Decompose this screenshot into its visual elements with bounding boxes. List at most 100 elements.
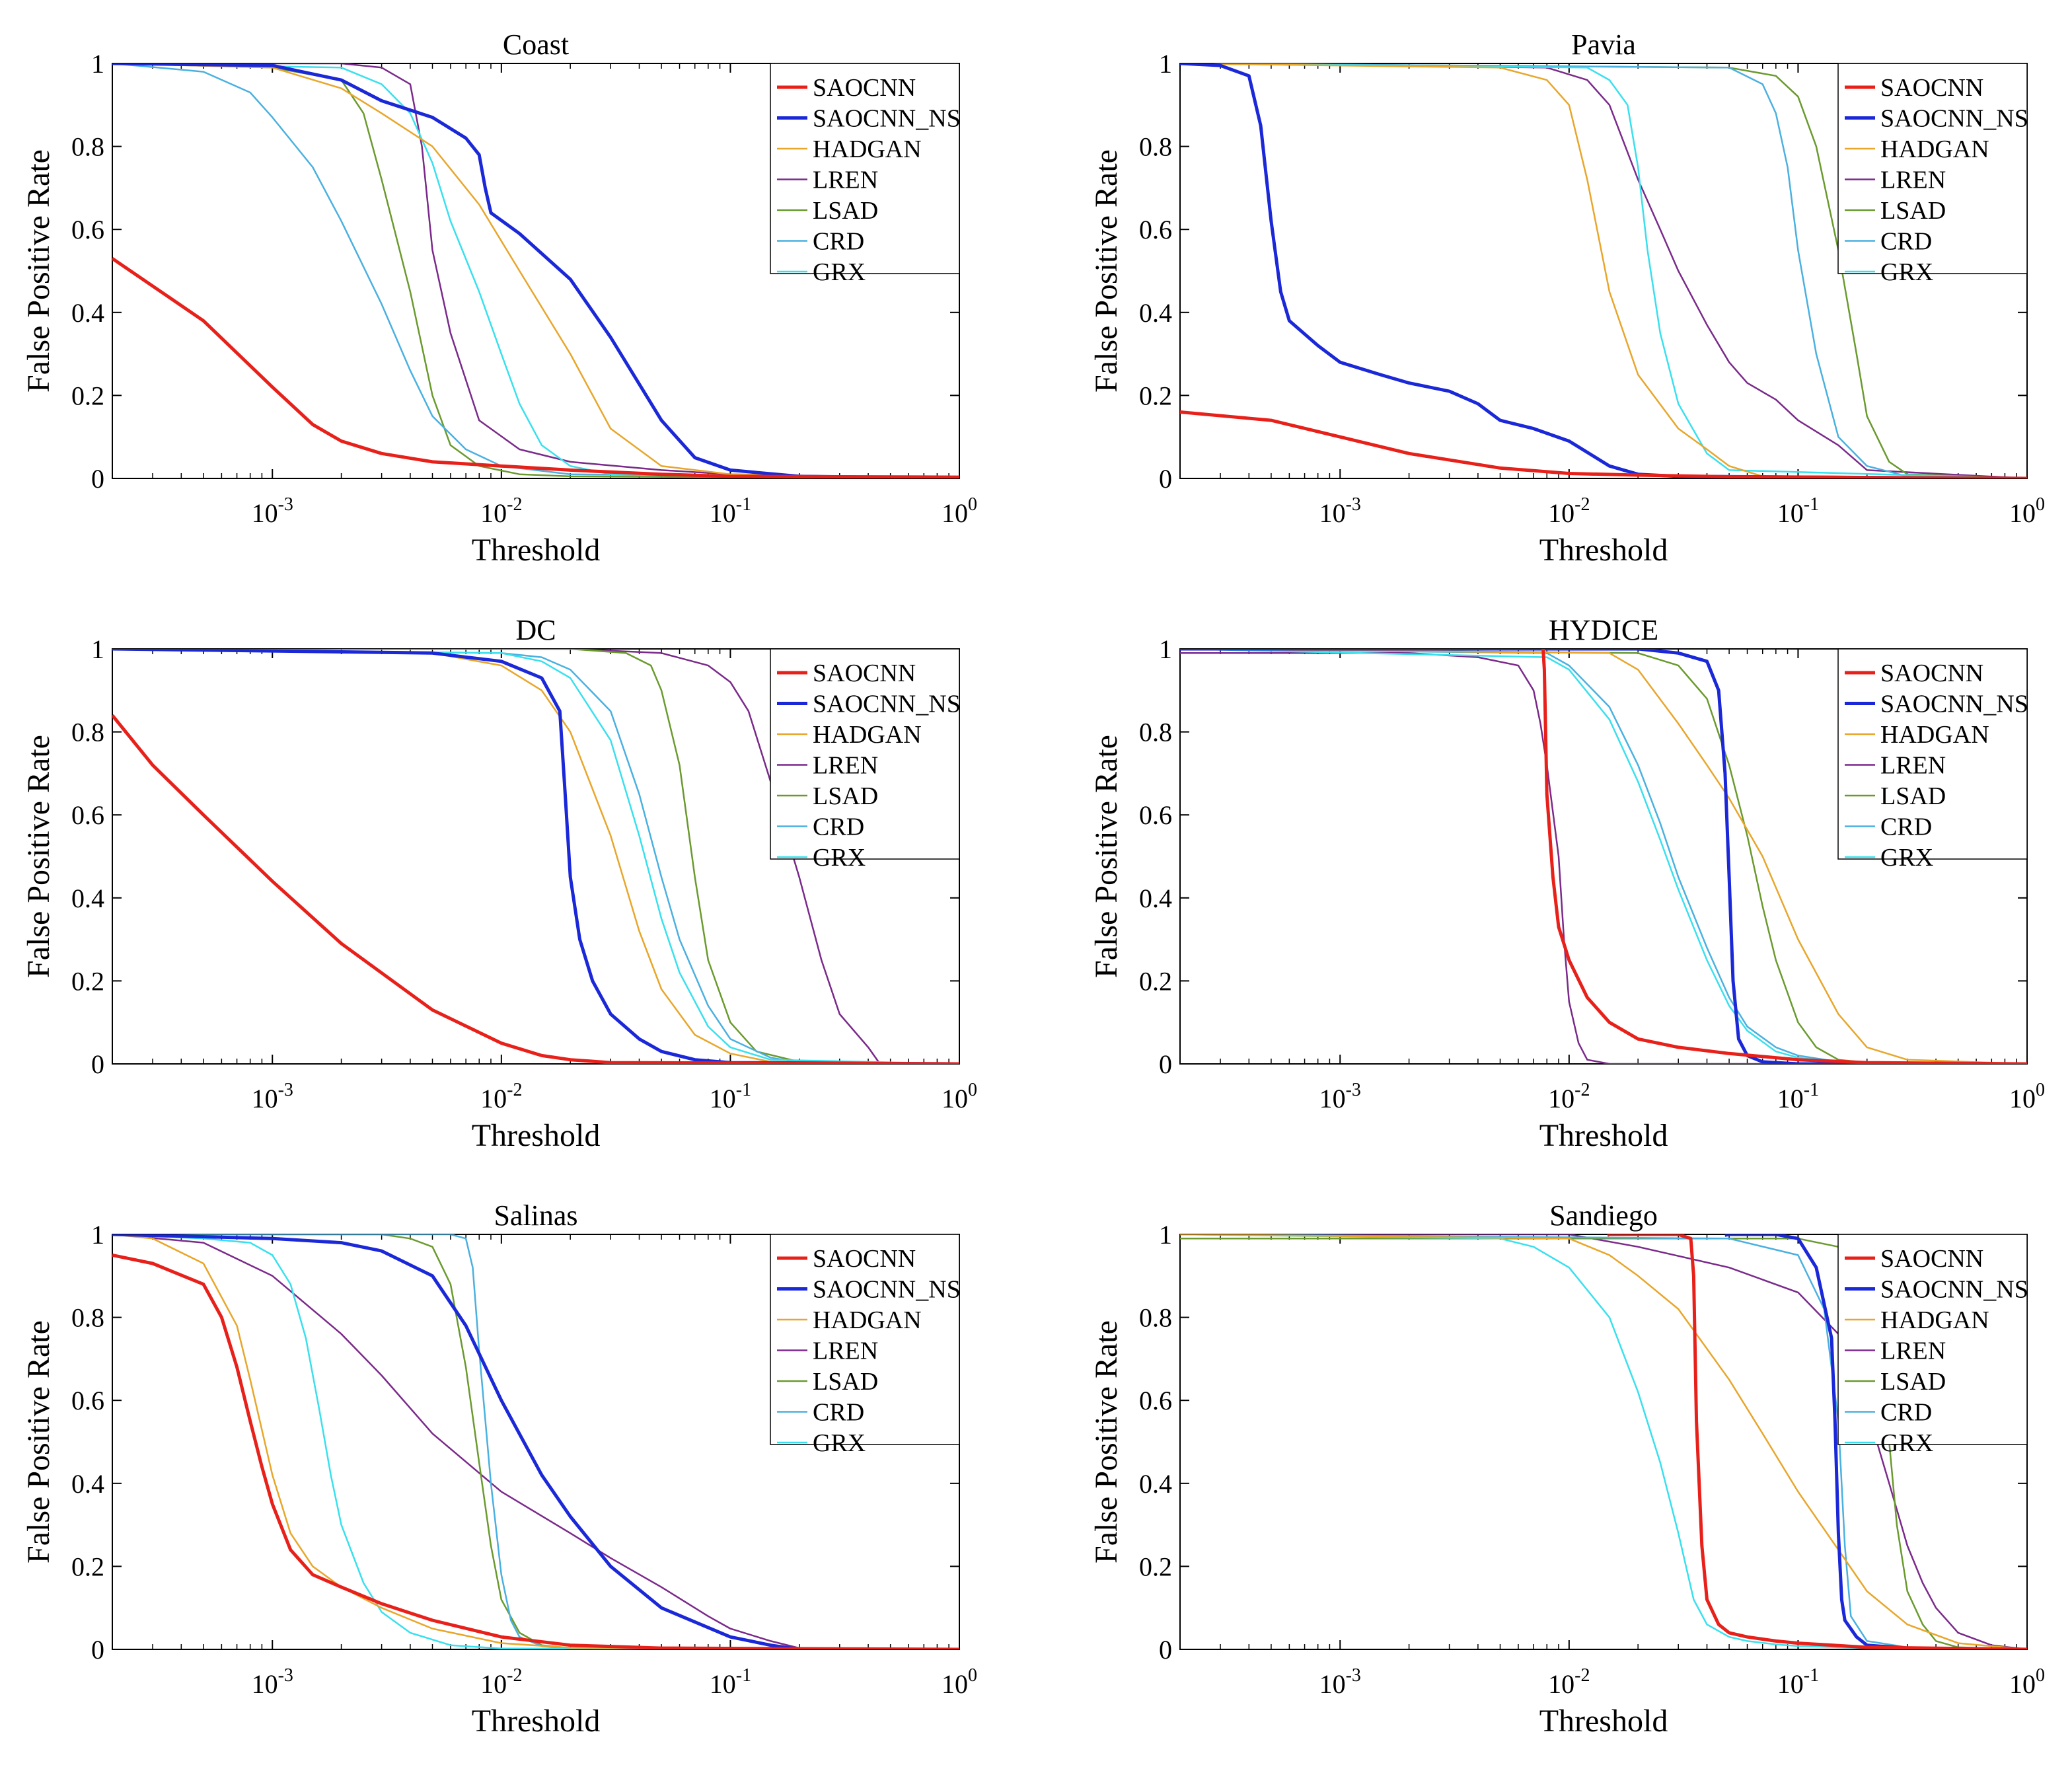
x-tick-label: 10-2	[1548, 1080, 1590, 1113]
series-line-lren	[1180, 1234, 2027, 1649]
series-group	[112, 63, 959, 478]
x-tick-label: 100	[2009, 1080, 2045, 1113]
series-line-lren	[1180, 63, 2027, 478]
chart-panel-salinas: 10-3 10-2 10-1 100 0 0.2 0.4 0.6 0.8 1 Salinas Thre…	[21, 1199, 977, 1739]
x-axis-label: Threshold	[472, 533, 601, 568]
legend-label-crd: CRD	[1880, 228, 1932, 256]
x-tick-label: 10-2	[1548, 494, 1590, 528]
chart-panel-coast: 10-3 10-2 10-1 100 0 0.2 0.4 0.6 0.8 1 Coast Thresh…	[21, 28, 977, 568]
legend-label-saocnn: SAOCNN	[1880, 1245, 1983, 1273]
x-tick-label: 10-3	[252, 1665, 293, 1699]
y-tick-label: 0.2	[1139, 1552, 1172, 1581]
legend-label-saocnn_ns: SAOCNN_NS	[813, 105, 961, 133]
legend-box	[770, 63, 960, 274]
legend-label-saocnn_ns: SAOCNN_NS	[1880, 1276, 2028, 1304]
series-line-hadgan	[1180, 63, 2027, 478]
series-line-lren	[1180, 652, 2027, 1064]
chart-title: HYDICE	[1549, 614, 1658, 646]
chart-panel-pavia: 10-3 10-2 10-1 100 0 0.2 0.4 0.6 0.8 1 Pavia Thresh…	[1089, 28, 2045, 568]
legend-label-saocnn: SAOCNN	[1880, 74, 1983, 102]
legend-label-lren: LREN	[813, 1337, 878, 1365]
x-tick-label: 10-3	[1319, 1665, 1361, 1699]
legend-label-crd: CRD	[1880, 1399, 1932, 1427]
x-tick-label: 100	[942, 1665, 977, 1699]
legend-box	[770, 648, 960, 860]
legend-label-lsad: LSAD	[1880, 1368, 1946, 1396]
y-axis-label: False Positive Rate	[1089, 1320, 1124, 1563]
y-tick-label: 1	[1159, 1220, 1172, 1250]
legend-label-lren: LREN	[813, 752, 878, 780]
y-tick-label: 0	[1159, 1635, 1172, 1665]
legend-label-hadgan: HADGAN	[813, 135, 922, 163]
series-line-saocnn_ns	[1180, 649, 2027, 1064]
y-tick-label: 0.8	[1139, 1303, 1172, 1333]
legend-label-lsad: LSAD	[813, 782, 878, 810]
y-tick-label: 0.6	[1139, 800, 1172, 830]
legend-label-grx: GRX	[813, 844, 866, 872]
series-line-grx	[112, 1234, 959, 1649]
y-tick-label: 0.2	[1139, 381, 1172, 410]
series-line-saocnn	[112, 1253, 959, 1649]
chart-title: Salinas	[494, 1199, 577, 1232]
series-line-grx	[112, 649, 959, 1064]
y-tick-label: 0.6	[1139, 215, 1172, 244]
x-tick-label: 10-3	[252, 1080, 293, 1113]
legend-label-crd: CRD	[813, 1399, 864, 1427]
y-axis-label: False Positive Rate	[21, 149, 56, 393]
legend-label-grx: GRX	[1880, 258, 1933, 286]
x-tick-label: 10-1	[1777, 1080, 1819, 1113]
series-line-lren	[112, 1234, 959, 1649]
legend-label-grx: GRX	[1880, 844, 1933, 872]
series-line-saocnn_ns	[1724, 1234, 2027, 1649]
legend-label-crd: CRD	[1880, 813, 1932, 841]
y-tick-label: 0	[91, 464, 104, 494]
y-tick-label: 0.8	[1139, 718, 1172, 747]
series-line-lsad	[1180, 649, 2027, 1064]
x-axis-label: Threshold	[472, 1118, 601, 1153]
y-tick-label: 1	[91, 634, 104, 664]
series-line-crd	[1180, 649, 2027, 1064]
legend-label-lsad: LSAD	[813, 197, 878, 225]
x-axis-label: Threshold	[1539, 1704, 1668, 1739]
x-tick-label: 10-3	[1319, 494, 1361, 528]
chart-panel-dc: 10-3 10-2 10-1 100 0 0.2 0.4 0.6 0.8 1 DC Threshold…	[21, 614, 977, 1153]
legend-label-saocnn_ns: SAOCNN_NS	[813, 691, 961, 718]
series-line-saocnn_ns	[112, 649, 959, 1064]
series-group	[1180, 63, 2027, 478]
y-tick-label: 0.6	[71, 1386, 104, 1415]
series-line-hadgan	[112, 1234, 959, 1649]
x-tick-label: 10-1	[710, 1080, 751, 1113]
y-tick-label: 0.8	[71, 1303, 104, 1333]
chart-title: Sandiego	[1549, 1199, 1658, 1232]
legend-label-grx: GRX	[1880, 1429, 1933, 1457]
legend-label-grx: GRX	[813, 1429, 866, 1457]
legend-label-lsad: LSAD	[813, 1368, 878, 1396]
series-line-saocnn	[112, 714, 959, 1064]
y-tick-label: 0	[1159, 464, 1172, 494]
series-line-lsad	[112, 649, 959, 1064]
x-axis-label: Threshold	[472, 1704, 601, 1739]
series-line-grx	[112, 63, 959, 478]
legend-label-hadgan: HADGAN	[813, 721, 922, 749]
series-line-grx	[1180, 649, 2027, 1064]
y-tick-label: 1	[1159, 49, 1172, 79]
y-tick-label: 0.4	[71, 298, 104, 328]
x-axis-label: Threshold	[1539, 1118, 1668, 1153]
y-axis-label: False Positive Rate	[1089, 149, 1124, 393]
legend-label-saocnn_ns: SAOCNN_NS	[1880, 105, 2028, 133]
series-line-lren	[112, 63, 959, 478]
x-tick-label: 10-2	[1548, 1665, 1590, 1699]
x-tick-label: 100	[942, 1080, 977, 1113]
legend-label-saocnn: SAOCNN	[813, 74, 916, 102]
x-tick-label: 10-2	[480, 494, 522, 528]
y-tick-label: 0.4	[71, 1469, 104, 1499]
legend-label-hadgan: HADGAN	[1880, 135, 1989, 163]
x-tick-label: 10-3	[1319, 1080, 1361, 1113]
x-axis-label: Threshold	[1539, 533, 1668, 568]
y-axis-label: False Positive Rate	[21, 735, 56, 978]
legend-label-lsad: LSAD	[1880, 782, 1946, 810]
series-group	[112, 649, 959, 1064]
x-tick-label: 10-1	[710, 1665, 751, 1699]
